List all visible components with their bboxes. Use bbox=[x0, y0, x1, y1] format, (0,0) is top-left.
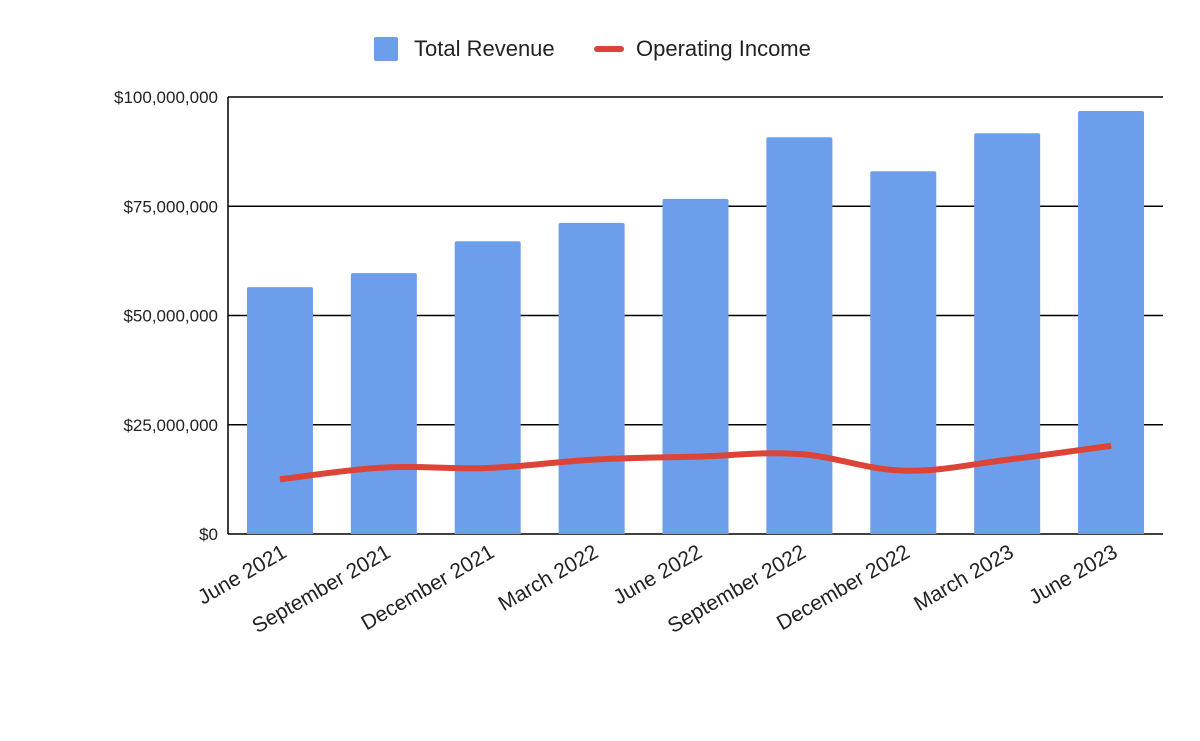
legend-label-total-revenue: Total Revenue bbox=[414, 36, 555, 61]
x-tick-label: June 2023 bbox=[1025, 540, 1121, 609]
bar-total-revenue bbox=[870, 171, 937, 535]
bar-total-revenue bbox=[766, 137, 833, 535]
x-tick-label: June 2022 bbox=[610, 540, 706, 609]
bar-total-revenue bbox=[974, 133, 1041, 534]
bar-total-revenue bbox=[662, 198, 729, 535]
legend: Total Revenue Operating Income bbox=[374, 36, 811, 61]
x-tick-label: March 2022 bbox=[495, 540, 603, 615]
bar-total-revenue bbox=[246, 287, 313, 534]
y-axis-ticks: $0 $25,000,000 $50,000,000 $75,000,000 $100,… bbox=[114, 88, 218, 544]
legend-swatch-total-revenue bbox=[374, 37, 398, 61]
y-tick-label: $100,000,000 bbox=[114, 88, 218, 107]
bar-total-revenue bbox=[350, 273, 417, 534]
y-tick-label: $25,000,000 bbox=[123, 416, 218, 435]
x-tick-label: June 2021 bbox=[194, 540, 290, 609]
bar-total-revenue bbox=[558, 222, 625, 534]
y-tick-label: $75,000,000 bbox=[123, 197, 218, 216]
y-tick-label: $0 bbox=[199, 525, 218, 544]
bar-total-revenue bbox=[1078, 110, 1145, 534]
bar-total-revenue bbox=[454, 241, 521, 534]
legend-label-operating-income: Operating Income bbox=[636, 36, 811, 61]
x-tick-label: March 2023 bbox=[910, 540, 1018, 615]
line-operating-income bbox=[279, 442, 1112, 483]
y-tick-label: $50,000,000 bbox=[123, 307, 218, 326]
